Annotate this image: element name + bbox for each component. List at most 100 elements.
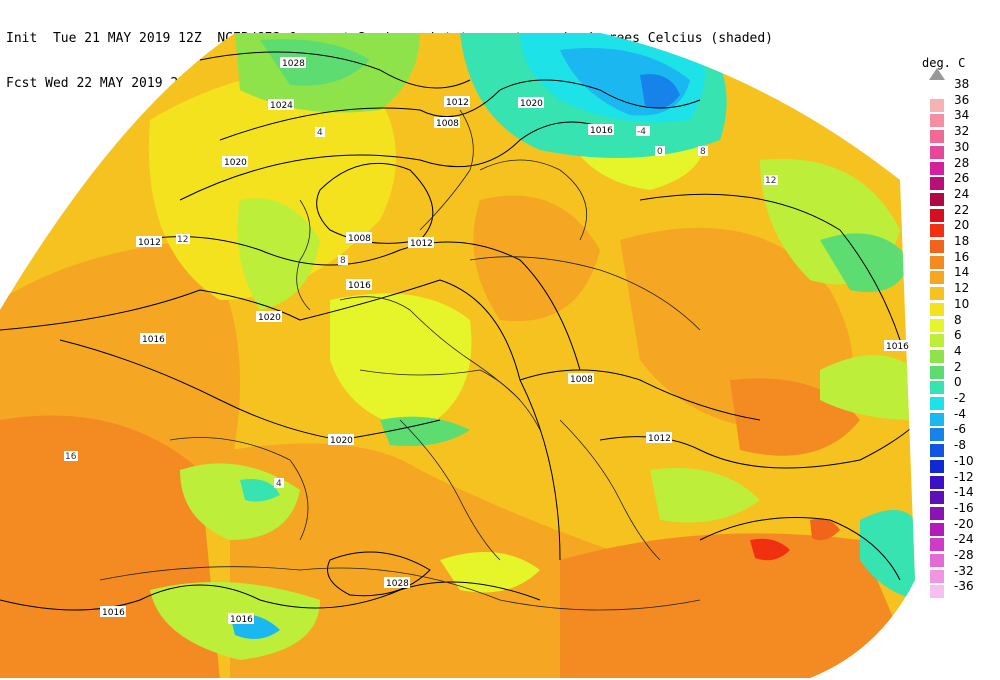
legend-swatch — [930, 554, 944, 567]
isobar-label: 1008 — [568, 373, 594, 385]
legend-swatch — [930, 192, 944, 206]
dewpoint-label: 8 — [338, 255, 348, 266]
legend-swatch — [930, 287, 944, 301]
isobar-label: 1012 — [646, 432, 672, 444]
legend-swatch — [930, 177, 944, 191]
svg-text:-4: -4 — [637, 127, 646, 137]
legend-label: -8 — [954, 438, 966, 453]
legend-swatch — [930, 444, 944, 458]
legend-swatch — [930, 302, 944, 316]
legend-label: 10 — [954, 296, 970, 311]
legend-label: -16 — [954, 500, 974, 515]
isobar-label: 1016 — [884, 340, 910, 352]
isobar-label: 1020 — [328, 434, 354, 446]
legend-swatch — [930, 459, 944, 473]
svg-text:12: 12 — [177, 235, 188, 245]
svg-text:1016: 1016 — [142, 335, 165, 345]
legend-label: 36 — [954, 92, 970, 107]
legend-swatch — [930, 240, 944, 253]
legend-swatch — [930, 334, 944, 348]
legend-swatch — [930, 145, 944, 159]
svg-text:1008: 1008 — [436, 119, 459, 129]
svg-text:8: 8 — [340, 256, 346, 266]
isobar-label: 1020 — [256, 311, 282, 323]
legend-label: 18 — [954, 234, 970, 248]
legend-swatch — [930, 255, 944, 269]
dewpoint-labels: 4 8 12 16 -4 0 12 8 4 — [64, 126, 778, 489]
legend-swatch — [930, 98, 944, 112]
svg-text:1024: 1024 — [270, 101, 293, 111]
isobar-label: 1028 — [384, 577, 410, 589]
dewpoint-label: 4 — [315, 127, 325, 138]
legend-label: 24 — [954, 186, 970, 201]
legend-label: -32 — [954, 563, 974, 578]
legend-label: -6 — [954, 422, 966, 437]
legend-label: -2 — [954, 391, 966, 405]
legend-label: 20 — [954, 218, 970, 233]
isobar-label: 1020 — [222, 156, 248, 168]
legend-label: 30 — [954, 139, 970, 154]
legend-label: 22 — [954, 202, 970, 217]
legend-label: 28 — [954, 155, 970, 170]
legend-swatch — [930, 208, 944, 222]
svg-text:1008: 1008 — [570, 375, 593, 385]
svg-text:1012: 1012 — [138, 238, 161, 248]
isobar-labels: 1028 1024 1020 1012 1008 1020 1016 1012 … — [100, 57, 910, 625]
legend-swatch — [930, 161, 944, 175]
svg-text:1012: 1012 — [648, 434, 671, 444]
legend-label: 14 — [954, 265, 970, 280]
svg-text:1020: 1020 — [520, 99, 543, 109]
legend-swatch — [930, 522, 944, 536]
svg-text:0: 0 — [657, 147, 663, 157]
legend-label: 34 — [954, 108, 970, 123]
svg-text:12: 12 — [765, 176, 776, 186]
legend-label: 8 — [954, 312, 962, 327]
isobar-label: 1016 — [100, 606, 126, 618]
dewpoint-label: -4 — [636, 126, 650, 137]
dewpoint-label: 12 — [764, 175, 778, 186]
isobar-label: 1012 — [136, 236, 162, 248]
legend-swatch — [930, 365, 944, 379]
legend-swatch — [930, 506, 944, 520]
legend-label: 4 — [954, 343, 962, 358]
isobar-label: 1028 — [280, 57, 306, 69]
isobar-label: 1008 — [434, 117, 460, 129]
isobar-label: 1012 — [408, 237, 434, 249]
legend-label: 0 — [954, 375, 962, 390]
legend-swatch — [930, 349, 944, 363]
isobar-label: 1016 — [228, 613, 254, 625]
legend-label: 6 — [954, 328, 962, 343]
legend-label: 16 — [954, 249, 970, 264]
legend-label: -14 — [954, 485, 974, 500]
legend-label: 2 — [954, 359, 962, 374]
isobar-label: 1008 — [346, 232, 372, 244]
legend-swatch — [930, 428, 944, 442]
legend-label: 12 — [954, 281, 970, 296]
isobar-label: 1024 — [268, 99, 294, 111]
legend-title: deg. C — [922, 56, 966, 70]
legend-label: -24 — [954, 532, 974, 547]
legend-swatch — [930, 491, 944, 505]
svg-text:1016: 1016 — [590, 126, 613, 136]
svg-text:1016: 1016 — [886, 342, 909, 352]
legend-label: -28 — [954, 548, 974, 562]
svg-text:1012: 1012 — [446, 98, 469, 108]
dewpoint-label: 12 — [176, 234, 190, 245]
legend-overflow-triangle — [929, 68, 945, 80]
dewpoint-label: 8 — [698, 146, 708, 157]
svg-text:4: 4 — [276, 479, 282, 489]
isobar-label: 1020 — [518, 97, 544, 109]
svg-text:1020: 1020 — [258, 313, 281, 323]
legend-swatch — [930, 585, 944, 599]
legend-swatch — [930, 381, 944, 395]
isobar-label: 1016 — [588, 124, 614, 136]
svg-text:1016: 1016 — [102, 608, 125, 618]
svg-text:1012: 1012 — [410, 239, 433, 249]
svg-text:1008: 1008 — [348, 234, 371, 244]
svg-text:16: 16 — [65, 452, 77, 462]
svg-text:8: 8 — [700, 147, 706, 157]
dewpoint-label: 0 — [655, 146, 665, 157]
isobar-label: 1016 — [346, 279, 372, 291]
legend-swatch — [930, 412, 944, 426]
legend-label: 32 — [954, 124, 970, 139]
